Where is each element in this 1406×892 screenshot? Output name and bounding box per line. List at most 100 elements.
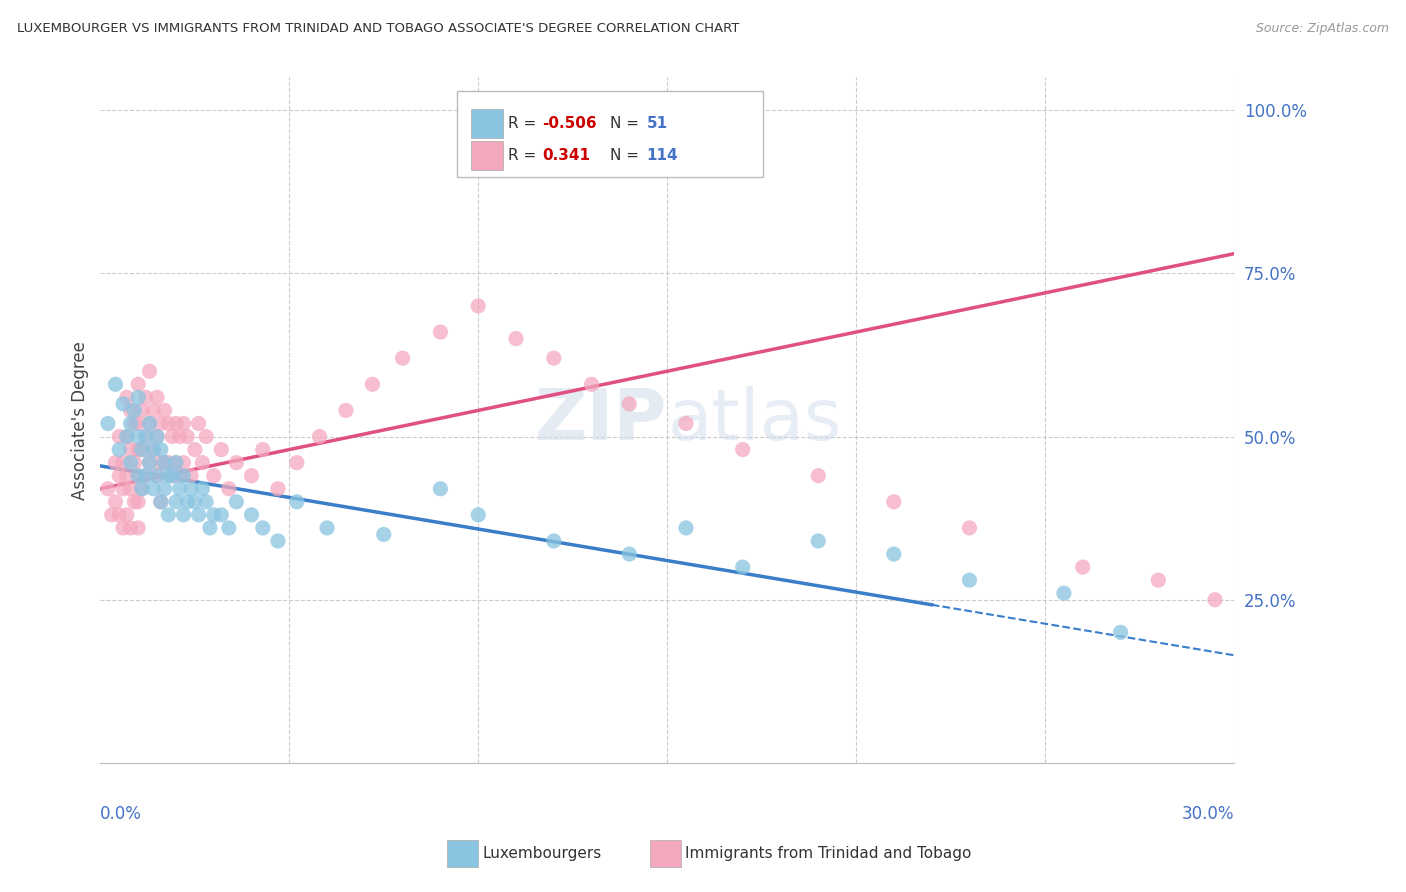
Point bbox=[1109, 625, 1132, 640]
Point bbox=[153, 456, 176, 470]
Point bbox=[108, 468, 131, 483]
Point bbox=[111, 397, 134, 411]
Point bbox=[127, 377, 149, 392]
Point bbox=[807, 468, 830, 483]
Point bbox=[131, 482, 153, 496]
Point bbox=[176, 429, 198, 443]
Point bbox=[218, 521, 240, 535]
Point bbox=[135, 468, 157, 483]
Point bbox=[124, 417, 146, 431]
Point bbox=[581, 377, 603, 392]
FancyBboxPatch shape bbox=[471, 141, 503, 169]
Point bbox=[108, 508, 131, 522]
Point bbox=[108, 442, 131, 457]
Text: 0.0%: 0.0% bbox=[100, 805, 142, 823]
Point bbox=[467, 299, 489, 313]
Point bbox=[198, 521, 221, 535]
Point bbox=[165, 417, 187, 431]
Point bbox=[120, 482, 142, 496]
Point bbox=[97, 417, 120, 431]
Text: 30.0%: 30.0% bbox=[1181, 805, 1234, 823]
Point bbox=[146, 468, 169, 483]
Point bbox=[131, 482, 153, 496]
Point bbox=[191, 456, 214, 470]
Point bbox=[131, 403, 153, 417]
Point bbox=[184, 495, 207, 509]
Point bbox=[135, 468, 157, 483]
Text: R =: R = bbox=[509, 116, 541, 131]
Point bbox=[316, 521, 339, 535]
Point bbox=[142, 403, 165, 417]
Text: LUXEMBOURGER VS IMMIGRANTS FROM TRINIDAD AND TOBAGO ASSOCIATE'S DEGREE CORRELATI: LUXEMBOURGER VS IMMIGRANTS FROM TRINIDAD… bbox=[17, 22, 740, 36]
Point bbox=[335, 403, 357, 417]
Text: 114: 114 bbox=[647, 148, 678, 163]
Point bbox=[285, 456, 308, 470]
Point bbox=[111, 482, 134, 496]
Point bbox=[111, 456, 134, 470]
Point bbox=[957, 521, 980, 535]
Point bbox=[97, 482, 120, 496]
Point bbox=[120, 403, 142, 417]
Point bbox=[391, 351, 413, 366]
Point bbox=[160, 429, 183, 443]
Point bbox=[429, 325, 451, 339]
Point bbox=[172, 417, 194, 431]
Point bbox=[285, 495, 308, 509]
Point bbox=[115, 429, 138, 443]
Text: -0.506: -0.506 bbox=[543, 116, 598, 131]
Point bbox=[202, 468, 225, 483]
Point bbox=[160, 468, 183, 483]
Point bbox=[373, 527, 395, 541]
Point bbox=[157, 456, 180, 470]
Point bbox=[111, 521, 134, 535]
Point bbox=[138, 417, 160, 431]
Point bbox=[131, 442, 153, 457]
Point bbox=[138, 456, 160, 470]
Point bbox=[187, 508, 209, 522]
Point bbox=[240, 508, 263, 522]
Point bbox=[619, 547, 641, 561]
Point bbox=[124, 456, 146, 470]
Point bbox=[252, 521, 274, 535]
Point bbox=[135, 390, 157, 404]
Text: ZIP: ZIP bbox=[534, 385, 666, 455]
Point bbox=[127, 468, 149, 483]
Point bbox=[225, 495, 247, 509]
Point bbox=[157, 417, 180, 431]
FancyBboxPatch shape bbox=[457, 91, 763, 177]
Text: N =: N = bbox=[610, 148, 644, 163]
Point bbox=[108, 429, 131, 443]
Point bbox=[153, 482, 176, 496]
Point bbox=[127, 417, 149, 431]
Point bbox=[104, 495, 127, 509]
Point bbox=[142, 482, 165, 496]
Text: atlas: atlas bbox=[666, 385, 842, 455]
Point bbox=[957, 573, 980, 587]
Point bbox=[1053, 586, 1076, 600]
Point bbox=[146, 468, 169, 483]
Text: 0.341: 0.341 bbox=[543, 148, 591, 163]
Point bbox=[191, 482, 214, 496]
Point bbox=[127, 390, 149, 404]
Point bbox=[138, 364, 160, 378]
Point bbox=[120, 442, 142, 457]
Point bbox=[153, 456, 176, 470]
Point bbox=[883, 495, 905, 509]
Point bbox=[195, 429, 218, 443]
Point bbox=[165, 495, 187, 509]
Point bbox=[467, 508, 489, 522]
Point bbox=[209, 442, 232, 457]
Point bbox=[146, 429, 169, 443]
Text: Immigrants from Trinidad and Tobago: Immigrants from Trinidad and Tobago bbox=[685, 847, 972, 861]
Point bbox=[120, 521, 142, 535]
Point bbox=[142, 442, 165, 457]
Point bbox=[218, 482, 240, 496]
Point bbox=[149, 417, 172, 431]
Point bbox=[252, 442, 274, 457]
Point bbox=[127, 442, 149, 457]
Point bbox=[131, 442, 153, 457]
Point bbox=[675, 521, 697, 535]
Point bbox=[172, 456, 194, 470]
Point bbox=[146, 390, 169, 404]
Point bbox=[731, 442, 754, 457]
